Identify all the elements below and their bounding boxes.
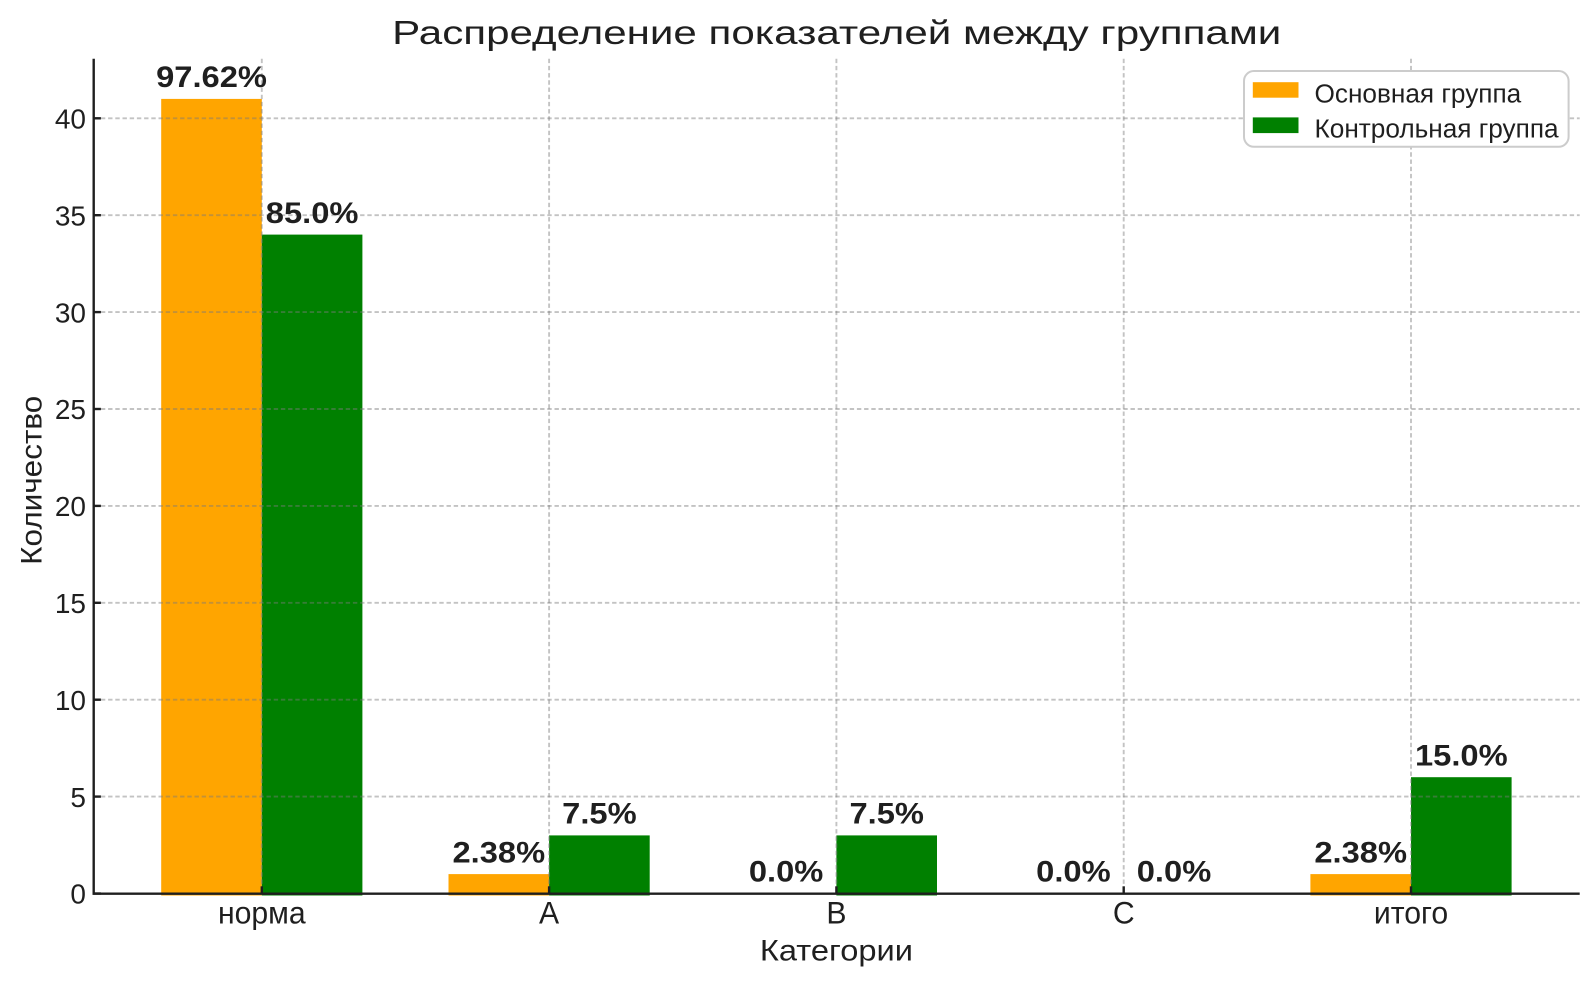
- svg-text:0: 0: [70, 879, 86, 910]
- svg-text:15.0%: 15.0%: [1415, 739, 1508, 772]
- svg-text:5: 5: [70, 782, 86, 813]
- svg-text:Основная группа: Основная группа: [1315, 78, 1522, 108]
- svg-text:B: B: [826, 895, 846, 931]
- svg-text:85.0%: 85.0%: [266, 196, 359, 229]
- svg-text:2.38%: 2.38%: [452, 836, 545, 869]
- svg-text:7.5%: 7.5%: [849, 797, 924, 830]
- svg-text:итого: итого: [1374, 895, 1448, 931]
- svg-text:норма: норма: [218, 895, 307, 931]
- svg-text:Контрольная группа: Контрольная группа: [1315, 114, 1560, 144]
- svg-text:Количество: Количество: [14, 396, 48, 565]
- svg-text:Распределение показателей межд: Распределение показателей между группами: [392, 15, 1281, 52]
- svg-text:25: 25: [55, 394, 86, 425]
- svg-text:20: 20: [55, 491, 86, 522]
- svg-text:Категории: Категории: [760, 934, 913, 967]
- svg-text:A: A: [539, 895, 560, 931]
- svg-text:7.5%: 7.5%: [562, 797, 637, 830]
- svg-text:0.0%: 0.0%: [1036, 855, 1111, 888]
- svg-text:35: 35: [55, 200, 86, 231]
- svg-text:10: 10: [55, 685, 86, 716]
- svg-text:30: 30: [55, 297, 86, 328]
- svg-text:15: 15: [55, 588, 86, 619]
- svg-text:0.0%: 0.0%: [749, 855, 824, 888]
- svg-text:2.38%: 2.38%: [1314, 836, 1407, 869]
- svg-text:97.62%: 97.62%: [156, 60, 267, 93]
- svg-text:40: 40: [55, 104, 86, 135]
- svg-text:0.0%: 0.0%: [1137, 855, 1212, 888]
- svg-text:C: C: [1113, 895, 1135, 931]
